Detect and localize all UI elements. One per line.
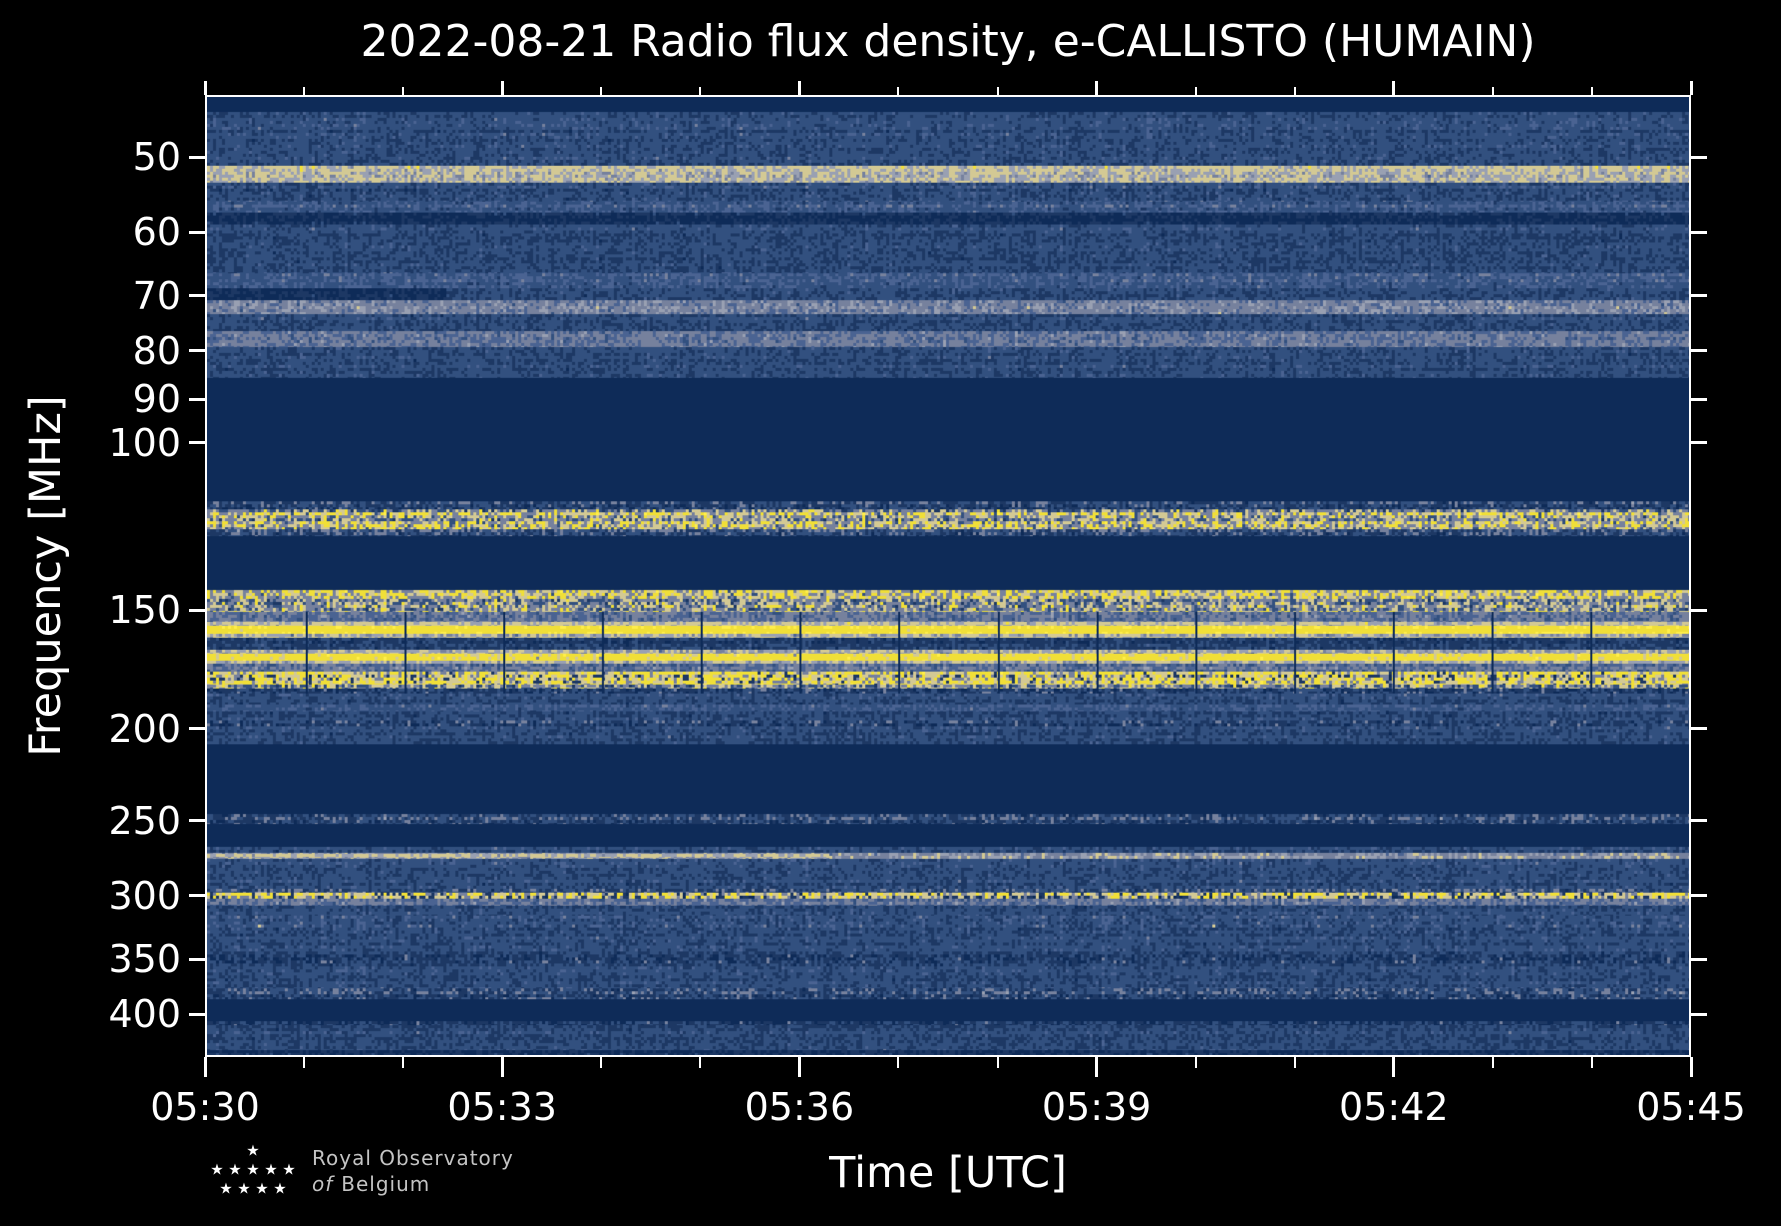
y-tick-label: 200 [108,706,181,751]
y-major-tick-left [189,819,205,823]
y-major-tick-left [189,155,205,159]
y-major-tick-left [189,727,205,731]
star-icon: ★ [264,1160,278,1179]
y-major-tick-right [1691,230,1707,234]
y-major-tick-right [1691,894,1707,898]
y-major-tick-right [1691,1012,1707,1016]
star-icon: ★ [237,1179,251,1198]
x-minor-tick-bottom [1194,1057,1197,1068]
x-major-tick-bottom [797,1057,801,1077]
x-tick-label: 05:45 [1636,1085,1746,1129]
y-major-tick-right [1691,608,1707,612]
y-major-tick-left [189,397,205,401]
x-major-tick-top [203,81,207,95]
x-tick-label: 05:42 [1339,1085,1449,1129]
x-minor-tick-top [402,87,405,95]
x-minor-tick-top [1590,87,1593,95]
star-icon: ★ [282,1160,296,1179]
x-minor-tick-top [600,87,603,95]
x-tick-label: 05:36 [744,1085,855,1129]
y-tick-label: 70 [132,273,181,318]
x-major-tick-bottom [1392,1057,1396,1077]
x-tick-label: 05:33 [447,1085,557,1129]
x-minor-tick-bottom [600,1057,603,1068]
x-minor-tick-bottom [303,1057,306,1068]
x-minor-tick-bottom [1293,1057,1296,1068]
y-tick-label: 90 [132,377,181,422]
x-minor-tick-top [996,87,999,95]
y-tick-label: 250 [108,798,181,843]
x-minor-tick-bottom [1491,1057,1494,1068]
y-major-tick-left [189,1012,205,1016]
x-minor-tick-top [699,87,702,95]
y-major-tick-left [189,608,205,612]
y-major-tick-right [1691,349,1707,353]
x-minor-tick-top [1491,87,1494,95]
x-minor-tick-top [1194,87,1197,95]
y-major-tick-right [1691,727,1707,731]
y-tick-label: 80 [132,328,181,373]
spectrogram-canvas [207,97,1689,1055]
x-minor-tick-bottom [1590,1057,1593,1068]
y-major-tick-left [189,957,205,961]
y-major-tick-right [1691,957,1707,961]
x-major-tick-bottom [203,1057,207,1077]
y-major-tick-right [1691,441,1707,445]
y-major-tick-right [1691,397,1707,401]
y-major-tick-right [1691,155,1707,159]
y-axis-label: Frequency [MHz] [21,395,71,757]
star-icon: ★ [255,1179,269,1198]
star-icon: ★ [246,1141,260,1160]
x-major-tick-top [1689,81,1693,95]
x-major-tick-bottom [1689,1057,1693,1077]
rob-logo-text-line2: of Belgium [312,1172,430,1196]
rob-logo-belgium: Belgium [341,1172,431,1196]
x-tick-label: 05:39 [1041,1085,1152,1129]
x-major-tick-top [797,81,801,95]
y-tick-label: 150 [108,588,181,633]
x-minor-tick-top [897,87,900,95]
y-tick-label: 400 [108,992,181,1037]
chart-title: 2022-08-21 Radio flux density, e-CALLIST… [360,16,1536,67]
x-tick-label: 05:30 [150,1085,260,1129]
star-icon: ★ [246,1160,260,1179]
rob-logo-text-line1: Royal Observatory [312,1146,514,1170]
rob-logo-of: of [312,1172,334,1196]
x-axis-label: Time [UTC] [829,1148,1067,1198]
y-tick-label: 300 [108,873,181,918]
y-tick-label: 60 [132,210,181,255]
x-minor-tick-bottom [996,1057,999,1068]
star-icon: ★ [273,1179,287,1198]
star-icon: ★ [219,1179,233,1198]
x-minor-tick-top [1293,87,1296,95]
x-major-tick-bottom [1095,1057,1099,1077]
y-major-tick-left [189,230,205,234]
y-major-tick-right [1691,819,1707,823]
x-minor-tick-bottom [897,1057,900,1068]
y-tick-label: 100 [108,420,181,465]
y-tick-label: 50 [132,135,181,180]
y-major-tick-right [1691,294,1707,298]
x-major-tick-top [1392,81,1396,95]
x-minor-tick-top [303,87,306,95]
x-minor-tick-bottom [699,1057,702,1068]
star-icon: ★ [210,1160,224,1179]
y-major-tick-left [189,294,205,298]
x-major-tick-top [1095,81,1099,95]
x-major-tick-top [500,81,504,95]
y-major-tick-left [189,441,205,445]
x-minor-tick-bottom [402,1057,405,1068]
plot-area [205,95,1691,1057]
y-major-tick-left [189,894,205,898]
y-major-tick-left [189,349,205,353]
x-major-tick-bottom [500,1057,504,1077]
star-icon: ★ [228,1160,242,1179]
y-tick-label: 350 [108,937,181,982]
